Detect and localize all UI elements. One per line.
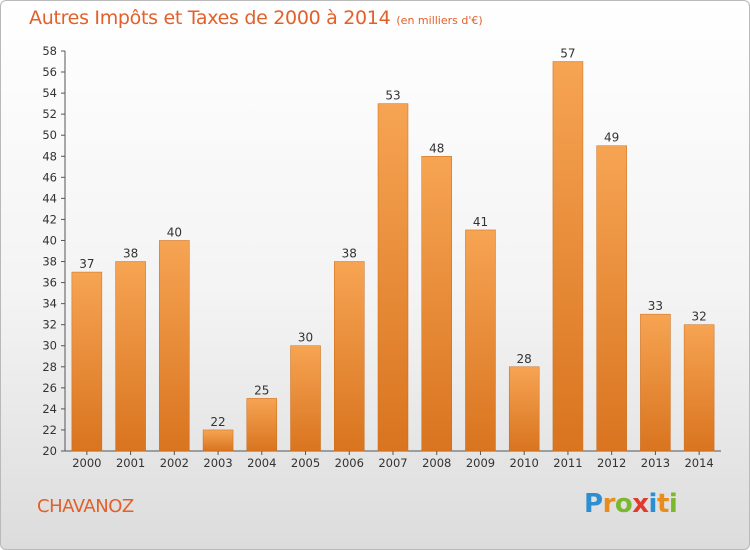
bar-2007	[377, 103, 409, 452]
bar-2009	[465, 229, 496, 452]
x-tick-label: 2008	[422, 456, 451, 470]
x-tick-label: 2007	[378, 456, 407, 470]
x-tick-label: 2005	[291, 456, 320, 470]
chart-labels: 2000 37 2001 38 2002 40 2003 22 2004 25 2005 30 2006…	[72, 47, 714, 470]
y-tick-label: 30	[42, 339, 57, 353]
chart-title: Autres Impôts et Taxes de 2000 à 2014 (en…	[29, 7, 483, 29]
data-label-2011: 57	[560, 47, 575, 61]
data-label-2010: 28	[517, 352, 532, 366]
y-tick-label: 26	[42, 381, 57, 395]
bar-2010	[508, 366, 540, 452]
y-tick-label: 50	[42, 128, 57, 142]
y-tick-label: 36	[42, 276, 57, 290]
bar-2012	[596, 145, 627, 452]
chart-unit: (en milliers d'€)	[396, 14, 483, 27]
data-label-2006: 38	[342, 247, 357, 261]
data-label-2005: 30	[298, 331, 313, 345]
chart-bars	[71, 61, 715, 452]
data-label-2000: 37	[79, 257, 94, 271]
bar-2011	[552, 61, 584, 452]
bar-2000	[71, 271, 103, 452]
data-label-2008: 48	[429, 141, 444, 155]
bar-2008	[421, 156, 452, 452]
y-tick-label: 40	[42, 233, 57, 247]
y-tick-label: 58	[42, 44, 57, 58]
y-tick-label: 24	[42, 402, 57, 416]
x-tick-label: 2009	[466, 456, 495, 470]
chart-title-text: Autres Impôts et Taxes de 2000 à 2014	[29, 7, 391, 29]
y-tick-label: 42	[42, 212, 57, 226]
y-tick-label: 20	[42, 444, 57, 458]
bar-2001	[115, 261, 146, 452]
city-name: CHAVANOZ	[37, 496, 134, 517]
y-tick-label: 22	[42, 423, 57, 437]
x-tick-label: 2003	[203, 456, 232, 470]
y-tick-label: 32	[42, 318, 57, 332]
y-tick-label: 44	[42, 191, 57, 205]
y-tick-label: 54	[42, 86, 57, 100]
data-label-2003: 22	[210, 415, 225, 429]
x-tick-label: 2013	[641, 456, 670, 470]
bar-2014	[683, 324, 715, 452]
x-tick-label: 2010	[510, 456, 539, 470]
bar-2005	[290, 345, 321, 452]
y-tick-label: 38	[42, 255, 57, 269]
x-tick-label: 2001	[116, 456, 145, 470]
x-tick-label: 2012	[597, 456, 626, 470]
data-label-2012: 49	[604, 131, 619, 145]
y-tick-label: 28	[42, 360, 57, 374]
data-label-2013: 33	[648, 299, 663, 313]
data-label-2001: 38	[123, 247, 138, 261]
x-tick-label: 2002	[160, 456, 189, 470]
x-tick-label: 2000	[72, 456, 101, 470]
bar-2004	[246, 398, 278, 452]
x-tick-label: 2014	[684, 456, 713, 470]
bar-2006	[334, 261, 365, 452]
y-tick-label: 48	[42, 149, 57, 163]
data-label-2004: 25	[254, 383, 269, 397]
y-tick-label: 52	[42, 107, 57, 121]
x-tick-label: 2006	[335, 456, 364, 470]
data-label-2009: 41	[473, 215, 488, 229]
bar-2002	[159, 240, 190, 452]
y-tick-label: 46	[42, 170, 57, 184]
bar-2003	[202, 429, 234, 452]
y-tick-label: 34	[42, 297, 57, 311]
bar-2013	[640, 313, 671, 452]
x-tick-label: 2004	[247, 456, 276, 470]
data-label-2007: 53	[385, 89, 400, 103]
x-tick-label: 2011	[553, 456, 582, 470]
y-tick-label: 56	[42, 65, 57, 79]
data-label-2014: 32	[691, 310, 706, 324]
data-label-2002: 40	[167, 225, 182, 239]
proxiti-logo: Proxiti	[584, 489, 678, 519]
